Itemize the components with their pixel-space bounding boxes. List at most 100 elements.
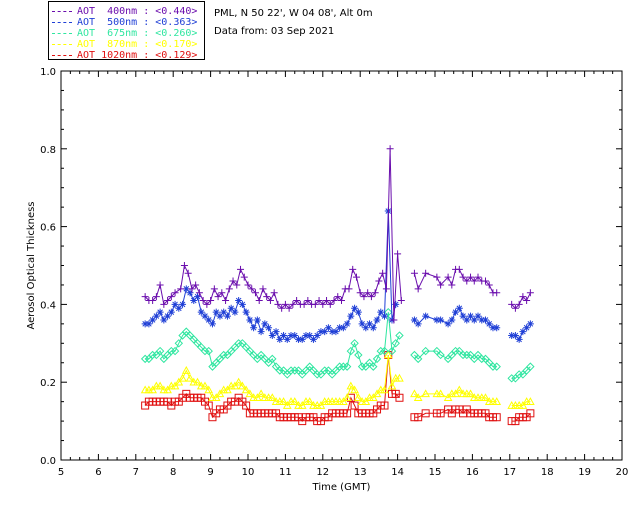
data-point (375, 277, 383, 285)
plot-area: 5 6 7 8 9 10 11 12 13 14 15 16 17 18 19 20 0.0 0.2 0.4 0.6 0… (26, 67, 628, 493)
data-point (210, 285, 218, 293)
data-point (362, 324, 370, 332)
data-point (195, 289, 203, 297)
data-point (184, 269, 192, 277)
data-point (289, 300, 297, 308)
data-point (414, 320, 422, 328)
x-tick-label: 5 (58, 467, 64, 478)
data-point (201, 312, 209, 320)
data-point (316, 401, 326, 409)
data-point (380, 346, 389, 356)
data-point (392, 300, 400, 308)
series-line (144, 148, 402, 321)
data-point (248, 285, 256, 293)
data-point (261, 320, 269, 328)
x-tick-label: 11 (279, 467, 292, 478)
data-point (358, 320, 366, 328)
data-point (421, 409, 430, 418)
data-point (242, 401, 251, 410)
data-point (328, 328, 336, 336)
data-point (265, 324, 273, 332)
data-point (410, 389, 419, 398)
data-point (346, 346, 356, 356)
data-point (350, 339, 359, 348)
data-point (387, 346, 397, 356)
data-point (256, 389, 266, 398)
data-point (155, 381, 165, 390)
data-point (245, 389, 255, 398)
data-point (223, 385, 232, 394)
data-point (149, 297, 157, 305)
data-point (167, 346, 176, 356)
data-point (376, 346, 385, 356)
data-point (259, 285, 267, 293)
data-point (391, 339, 400, 348)
x-tick-label: 10 (242, 467, 255, 478)
data-point (200, 381, 210, 390)
data-point (229, 277, 237, 285)
data-point (467, 273, 475, 281)
data-point (360, 293, 368, 301)
x-tick-label: 19 (578, 467, 591, 478)
data-point (523, 324, 531, 332)
data-point (267, 393, 277, 402)
data-point (390, 316, 398, 324)
data-point (369, 362, 378, 371)
data-point (312, 370, 322, 379)
data-point (237, 265, 245, 273)
data-point (493, 324, 501, 332)
data-point (190, 297, 198, 305)
data-point (383, 350, 393, 359)
series-line (414, 389, 497, 403)
data-point (481, 277, 489, 285)
data-point (222, 297, 230, 305)
data-point (357, 362, 367, 371)
data-point (518, 401, 528, 409)
data-point (458, 350, 468, 360)
data-point (451, 389, 460, 398)
data-point (526, 362, 535, 371)
data-point (477, 354, 486, 364)
series-line (511, 292, 531, 310)
data-point (455, 304, 463, 312)
data-point (514, 370, 524, 379)
legend-label-675: AOT 675nm : <0.260> (77, 27, 198, 39)
data-point (180, 262, 188, 269)
data-point (241, 385, 251, 394)
data-point (313, 332, 321, 340)
data-point (492, 362, 501, 371)
data-point (361, 397, 371, 405)
data-point (194, 293, 202, 301)
data-point (304, 297, 312, 305)
data-point (272, 328, 280, 336)
data-point (526, 320, 534, 328)
data-point (448, 281, 456, 289)
data-point (257, 328, 265, 336)
data-point (164, 312, 172, 320)
data-point (238, 300, 246, 308)
data-point (148, 350, 157, 360)
data-point (422, 312, 430, 320)
data-point (182, 285, 190, 293)
data-point (519, 328, 527, 336)
data-point (444, 273, 452, 281)
x-tick-label: 6 (95, 467, 101, 478)
data-point (523, 297, 531, 305)
data-point (275, 366, 284, 375)
y-tick-label: 0.6 (40, 223, 56, 234)
data-point (218, 289, 226, 297)
data-point (526, 409, 535, 418)
legend-label-870: AOT 870nm : <0.170> (77, 38, 198, 50)
data-point (371, 289, 379, 297)
data-point (174, 339, 184, 348)
legend-swatch-400 (52, 10, 72, 12)
data-point (294, 335, 302, 343)
data-point (373, 316, 381, 324)
legend-swatch-500 (52, 21, 72, 23)
data-point (174, 377, 184, 386)
data-point (433, 316, 441, 324)
data-point (278, 304, 286, 312)
legend-swatch-1020 (52, 54, 72, 56)
data-point (270, 289, 278, 297)
data-point (250, 324, 258, 332)
